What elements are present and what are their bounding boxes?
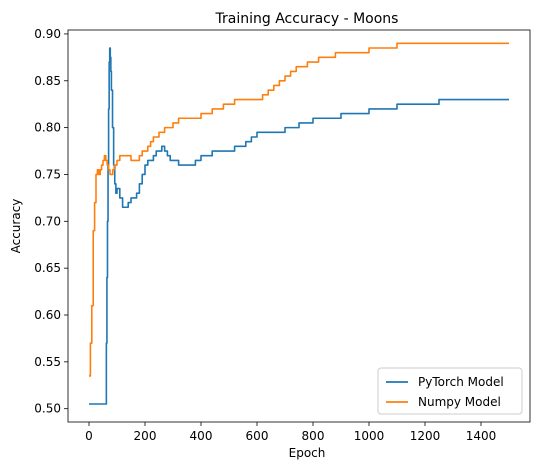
y-tick-label: 0.55 <box>34 355 61 369</box>
legend-label-0: PyTorch Model <box>418 375 504 389</box>
x-tick-label: 1400 <box>466 429 497 443</box>
plot-area: 0 200 400 600 800 1000 1200 1400 0.50 0.55 0.60 0.6… <box>34 27 531 443</box>
y-tick-label: 0.85 <box>34 74 61 88</box>
y-tick-label: 0.60 <box>34 308 61 322</box>
series-line-1 <box>89 42 509 377</box>
y-tick-label: 0.80 <box>34 121 61 135</box>
y-tick-label: 0.65 <box>34 261 61 275</box>
y-tick-label: 0.50 <box>34 402 61 416</box>
x-tick-label: 0 <box>85 429 93 443</box>
x-tick-label: 1000 <box>354 429 385 443</box>
legend-label-1: Numpy Model <box>418 395 501 409</box>
y-tick-label: 0.75 <box>34 167 61 181</box>
x-tick-label: 800 <box>302 429 325 443</box>
plot-frame <box>67 29 531 423</box>
chart-title: Training Accuracy - Moons <box>215 11 399 27</box>
x-tick-label: 200 <box>134 429 157 443</box>
legend: PyTorch Model Numpy Model <box>377 367 523 415</box>
series-line-0 <box>89 47 509 405</box>
y-axis-label: Accuracy <box>9 199 23 254</box>
legend-box <box>377 367 523 415</box>
y-tick-label: 0.70 <box>34 214 61 228</box>
x-tick-label: 400 <box>190 429 213 443</box>
x-tick-label: 1200 <box>410 429 441 443</box>
y-tick-label: 0.90 <box>34 27 61 41</box>
x-axis-label: Epoch <box>289 446 326 460</box>
x-tick-label: 600 <box>246 429 269 443</box>
